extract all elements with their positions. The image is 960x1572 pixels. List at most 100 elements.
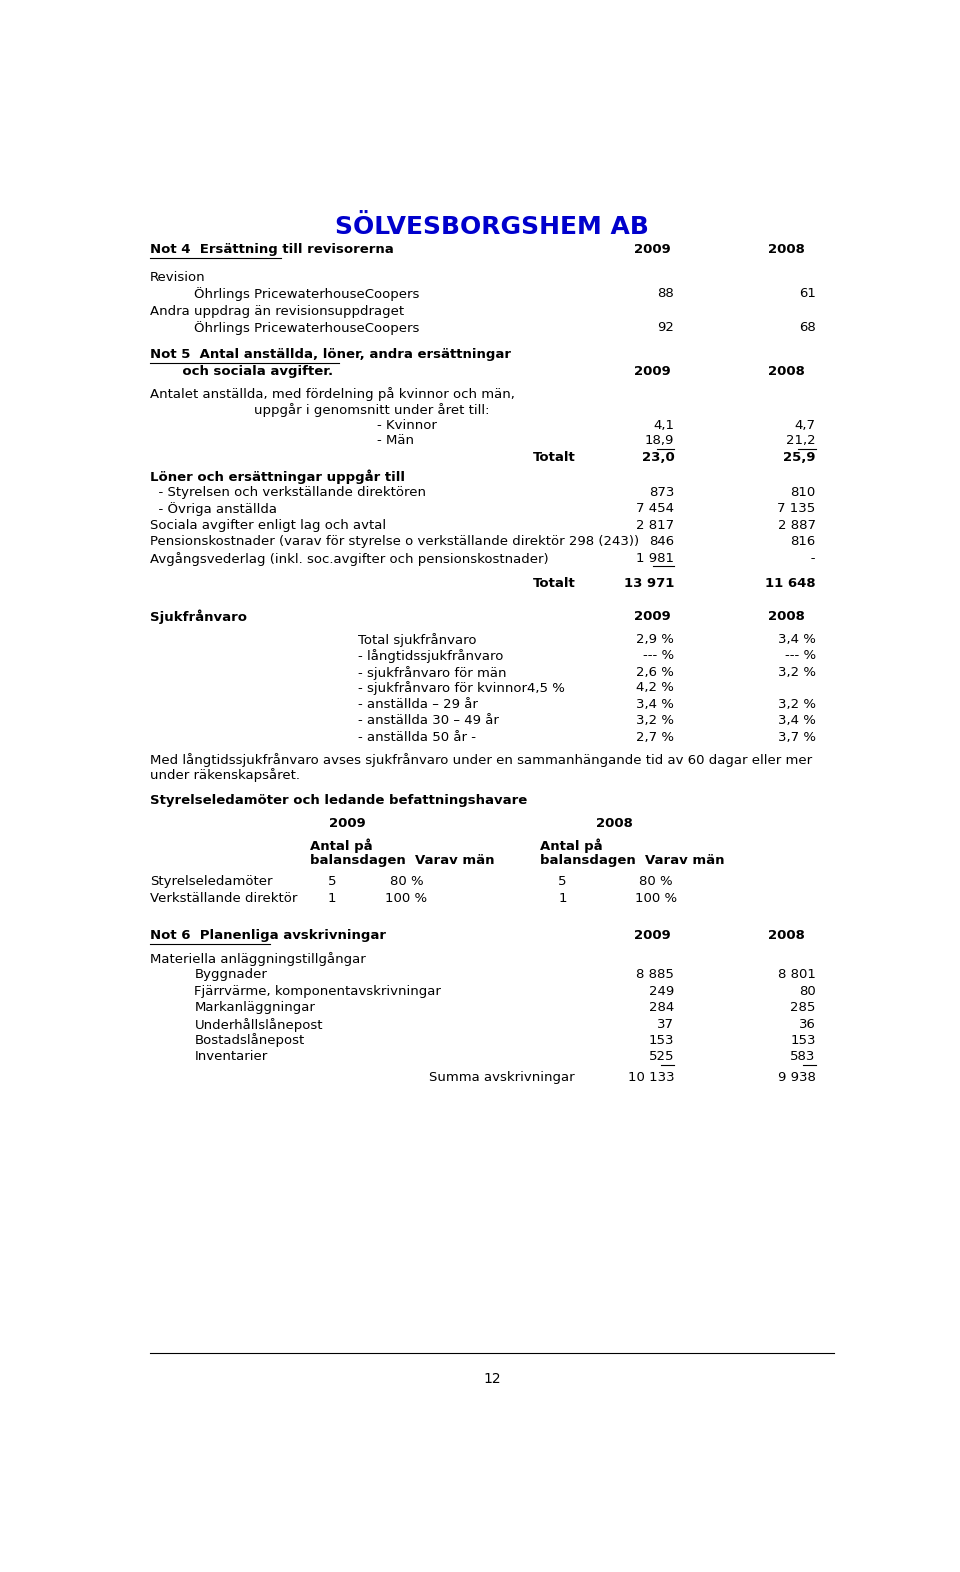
Text: 2009: 2009 — [634, 610, 670, 623]
Text: 4,1: 4,1 — [653, 418, 674, 432]
Text: 13 971: 13 971 — [624, 577, 674, 590]
Text: Totalt: Totalt — [533, 577, 576, 590]
Text: under räkenskapsåret.: under räkenskapsåret. — [150, 769, 300, 783]
Text: 2009: 2009 — [634, 365, 670, 379]
Text: 3,2 %: 3,2 % — [778, 665, 816, 679]
Text: 2 817: 2 817 — [636, 519, 674, 531]
Text: 583: 583 — [790, 1050, 816, 1064]
Text: 1 981: 1 981 — [636, 552, 674, 564]
Text: 18,9: 18,9 — [645, 434, 674, 448]
Text: - sjukfrånvaro för kvinnor4,5 %: - sjukfrånvaro för kvinnor4,5 % — [358, 681, 564, 695]
Text: Underhållslånepost: Underhållslånepost — [194, 1017, 323, 1031]
Text: 11 648: 11 648 — [765, 577, 816, 590]
Text: 2,9 %: 2,9 % — [636, 634, 674, 646]
Text: Öhrlings PricewaterhouseCoopers: Öhrlings PricewaterhouseCoopers — [194, 321, 420, 335]
Text: 80 %: 80 % — [390, 876, 423, 888]
Text: Löner och ersättningar uppgår till: Löner och ersättningar uppgår till — [150, 470, 405, 484]
Text: 873: 873 — [649, 486, 674, 500]
Text: 3,7 %: 3,7 % — [778, 731, 816, 744]
Text: Totalt: Totalt — [533, 451, 576, 464]
Text: 25,9: 25,9 — [783, 451, 816, 464]
Text: 525: 525 — [649, 1050, 674, 1064]
Text: 7 454: 7 454 — [636, 501, 674, 516]
Text: 2008: 2008 — [768, 610, 804, 623]
Text: 2,7 %: 2,7 % — [636, 731, 674, 744]
Text: - Kvinnor: - Kvinnor — [376, 418, 437, 432]
Text: -: - — [798, 552, 816, 564]
Text: Summa avskrivningar: Summa avskrivningar — [429, 1071, 574, 1085]
Text: 12: 12 — [483, 1372, 501, 1387]
Text: 4,2 %: 4,2 % — [636, 681, 674, 695]
Text: 5: 5 — [559, 876, 567, 888]
Text: 80 %: 80 % — [638, 876, 673, 888]
Text: 100 %: 100 % — [385, 891, 427, 905]
Text: och sociala avgifter.: och sociala avgifter. — [150, 365, 333, 379]
Text: Not 5  Antal anställda, löner, andra ersättningar: Not 5 Antal anställda, löner, andra ersä… — [150, 349, 511, 362]
Text: Not 4  Ersättning till revisorerna: Not 4 Ersättning till revisorerna — [150, 244, 394, 256]
Text: 2009: 2009 — [328, 817, 366, 830]
Text: 810: 810 — [790, 486, 816, 500]
Text: 9 938: 9 938 — [778, 1071, 816, 1085]
Text: Styrelseledamöter: Styrelseledamöter — [150, 876, 273, 888]
Text: 8 885: 8 885 — [636, 968, 674, 981]
Text: 3,2 %: 3,2 % — [778, 698, 816, 711]
Text: Verkställande direktör: Verkställande direktör — [150, 891, 298, 905]
Text: Sociala avgifter enligt lag och avtal: Sociala avgifter enligt lag och avtal — [150, 519, 386, 531]
Text: Antalet anställda, med fördelning på kvinnor och män,: Antalet anställda, med fördelning på kvi… — [150, 387, 515, 401]
Text: balansdagen  Varav män: balansdagen Varav män — [310, 855, 494, 868]
Text: Avgångsvederlag (inkl. soc.avgifter och pensionskostnader): Avgångsvederlag (inkl. soc.avgifter och … — [150, 552, 548, 566]
Text: 3,4 %: 3,4 % — [778, 714, 816, 726]
Text: Byggnader: Byggnader — [194, 968, 267, 981]
Text: 21,2: 21,2 — [786, 434, 816, 448]
Text: 37: 37 — [658, 1017, 674, 1031]
Text: 285: 285 — [790, 1001, 816, 1014]
Text: 3,2 %: 3,2 % — [636, 714, 674, 726]
Text: Total sjukfrånvaro: Total sjukfrånvaro — [358, 634, 476, 646]
Text: 284: 284 — [649, 1001, 674, 1014]
Text: Pensionskostnader (varav för styrelse o verkställande direktör 298 (243)): Pensionskostnader (varav för styrelse o … — [150, 534, 639, 547]
Text: 153: 153 — [649, 1033, 674, 1047]
Text: Andra uppdrag än revisionsuppdraget: Andra uppdrag än revisionsuppdraget — [150, 305, 404, 318]
Text: 23,0: 23,0 — [641, 451, 674, 464]
Text: Med långtidssjukfrånvaro avses sjukfrånvaro under en sammanhängande tid av 60 da: Med långtidssjukfrånvaro avses sjukfrånv… — [150, 753, 812, 767]
Text: 10 133: 10 133 — [628, 1071, 674, 1085]
Text: uppgår i genomsnitt under året till:: uppgår i genomsnitt under året till: — [253, 402, 490, 417]
Text: - anställda 50 år -: - anställda 50 år - — [358, 731, 476, 744]
Text: 5: 5 — [327, 876, 336, 888]
Text: Not 6  Planenliga avskrivningar: Not 6 Planenliga avskrivningar — [150, 929, 386, 943]
Text: 249: 249 — [649, 986, 674, 998]
Text: 816: 816 — [790, 534, 816, 547]
Text: 3,4 %: 3,4 % — [778, 634, 816, 646]
Text: 2008: 2008 — [768, 365, 804, 379]
Text: 2009: 2009 — [634, 929, 670, 943]
Text: Bostadslånepost: Bostadslånepost — [194, 1033, 304, 1047]
Text: 2,6 %: 2,6 % — [636, 665, 674, 679]
Text: Inventarier: Inventarier — [194, 1050, 268, 1064]
Text: 2 887: 2 887 — [778, 519, 816, 531]
Text: 2009: 2009 — [634, 244, 670, 256]
Text: - anställda – 29 år: - anställda – 29 år — [358, 698, 478, 711]
Text: 92: 92 — [658, 321, 674, 333]
Text: Antal på: Antal på — [310, 838, 372, 854]
Text: Öhrlings PricewaterhouseCoopers: Öhrlings PricewaterhouseCoopers — [194, 286, 420, 300]
Text: - Övriga anställda: - Övriga anställda — [150, 501, 276, 516]
Text: 3,4 %: 3,4 % — [636, 698, 674, 711]
Text: - sjukfrånvaro för män: - sjukfrånvaro för män — [358, 665, 507, 679]
Text: Markanläggningar: Markanläggningar — [194, 1001, 315, 1014]
Text: Sjukfrånvaro: Sjukfrånvaro — [150, 610, 247, 624]
Text: Materiella anläggningstillgångar: Materiella anläggningstillgångar — [150, 953, 366, 967]
Text: - anställda 30 – 49 år: - anställda 30 – 49 år — [358, 714, 499, 726]
Text: 88: 88 — [658, 286, 674, 300]
Text: Revision: Revision — [150, 270, 205, 285]
Text: 7 135: 7 135 — [778, 501, 816, 516]
Text: 36: 36 — [799, 1017, 816, 1031]
Text: 8 801: 8 801 — [778, 968, 816, 981]
Text: 153: 153 — [790, 1033, 816, 1047]
Text: 2008: 2008 — [768, 244, 804, 256]
Text: - långtidssjukfrånvaro: - långtidssjukfrånvaro — [358, 649, 503, 662]
Text: Fjärrvärme, komponentavskrivningar: Fjärrvärme, komponentavskrivningar — [194, 986, 442, 998]
Text: 2008: 2008 — [768, 929, 804, 943]
Text: --- %: --- % — [643, 649, 674, 662]
Text: Styrelseledamöter och ledande befattningshavare: Styrelseledamöter och ledande befattning… — [150, 794, 527, 806]
Text: --- %: --- % — [784, 649, 816, 662]
